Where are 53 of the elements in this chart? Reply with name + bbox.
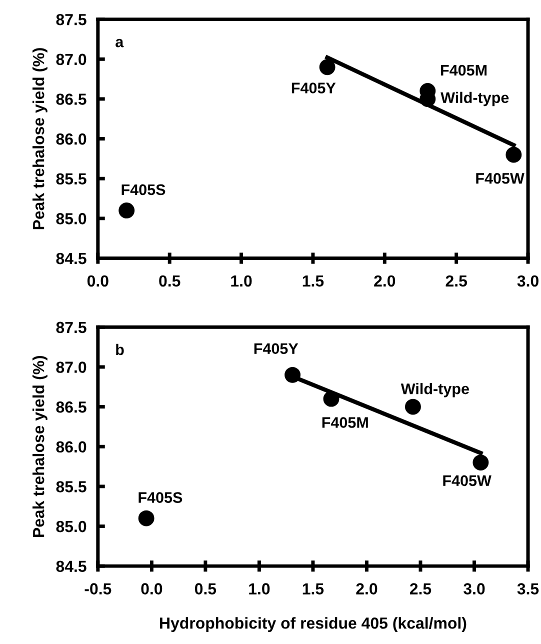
y-tick-label: 87.0 xyxy=(56,362,86,373)
x-tick-label: 3.0 xyxy=(464,583,485,594)
annotation: Wild-type xyxy=(400,383,469,398)
x-tick-label: 2.0 xyxy=(374,275,396,287)
x-tick-label: 3.0 xyxy=(517,275,538,287)
point xyxy=(319,59,336,76)
point xyxy=(404,398,421,415)
annotation: Wild-type xyxy=(440,92,509,106)
annotation: F405S xyxy=(138,492,182,503)
y-axis-title: Peak trehalose yield (%) xyxy=(32,356,48,537)
y-tick-label: 87.5 xyxy=(56,322,86,334)
annotation: F405W xyxy=(476,172,524,184)
annotation: F405M xyxy=(322,417,368,428)
y-tick-label: 85.5 xyxy=(56,173,86,185)
text: a xyxy=(116,38,124,48)
y-tick-label: 87.0 xyxy=(56,54,86,66)
x-tick-label: 2.0 xyxy=(356,583,378,594)
point xyxy=(138,510,154,526)
y-tick-label: 85.5 xyxy=(56,481,86,492)
point xyxy=(472,454,489,471)
x-tick-label: 2.5 xyxy=(446,275,467,287)
x-tick-label: 2.5 xyxy=(410,583,432,594)
y-tick-label: 84.5 xyxy=(56,560,86,572)
y-tick-label: 84.5 xyxy=(56,252,86,264)
text: b xyxy=(116,344,124,356)
x-tick-label: -0.5 xyxy=(84,583,112,594)
x-tick-label: 1.0 xyxy=(249,583,270,594)
point xyxy=(118,202,135,218)
y-tick-label: 86.5 xyxy=(56,94,86,105)
y-tick-label: 87.5 xyxy=(56,14,86,26)
x-tick-label: 0.0 xyxy=(87,275,108,287)
annotation: F405S xyxy=(122,184,166,196)
annotation: F405W xyxy=(443,475,492,486)
x-tick-label: 0.5 xyxy=(194,583,216,594)
x-tick-label: 0.0 xyxy=(141,583,162,594)
annotation: F405M xyxy=(441,64,487,76)
x-tick-label: 3.5 xyxy=(517,583,539,594)
x-tick-label: 1.0 xyxy=(231,275,252,287)
x-axis-title: Hydrophobicity of residue 405 (kcal/mol) xyxy=(160,617,466,632)
point xyxy=(323,390,340,407)
point xyxy=(506,146,522,163)
annotation: F405Y xyxy=(292,82,336,94)
y-tick-label: 86.5 xyxy=(56,401,86,413)
y-tick-label: 86.0 xyxy=(56,441,86,453)
y-tick-label: 85.0 xyxy=(56,213,86,224)
x-tick-label: 0.5 xyxy=(159,275,180,287)
x-tick-label: 1.5 xyxy=(302,275,324,287)
x-tick-label: 1.5 xyxy=(302,583,324,594)
y-axis-title: Peak trehalose yield (%) xyxy=(32,48,48,230)
annotation: F405Y xyxy=(254,343,298,354)
point xyxy=(284,366,301,383)
y-tick-label: 85.0 xyxy=(56,520,86,532)
y-tick-label: 86.0 xyxy=(56,133,86,145)
